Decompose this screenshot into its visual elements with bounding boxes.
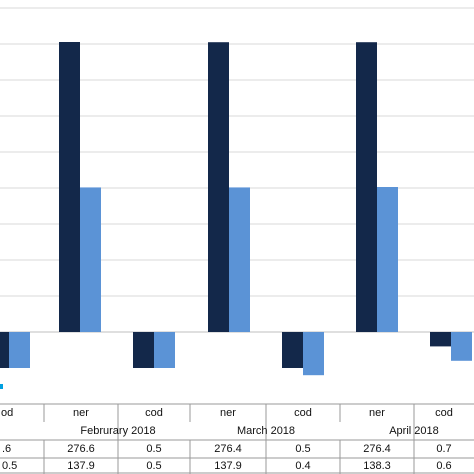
table-row1-cell: 276.6 [67, 443, 95, 455]
table-header-cell: ner [73, 407, 89, 419]
bar-s2-c3 [154, 332, 175, 368]
table-row1-cell: 276.4 [363, 443, 391, 455]
table-group-label: Februrary 2018 [80, 425, 155, 437]
bar-s1-c6 [356, 42, 377, 333]
bar-s1-c4 [208, 42, 229, 333]
table-header-cell: od [1, 407, 13, 419]
table-row2-cell: 137.9 [67, 460, 95, 472]
table-row1-cell: 0.7 [436, 443, 451, 455]
bar-s1-c1 [0, 332, 9, 368]
table-row2-cell: 0.6 [436, 460, 451, 472]
bar-s2-c7 [451, 332, 472, 361]
table-header-cell: ner [220, 407, 236, 419]
bar-s1-c5 [282, 332, 303, 368]
bar-s2-c2 [80, 187, 101, 332]
table-header-cell: cod [145, 407, 163, 419]
bar-s1-c7 [430, 332, 451, 347]
table-row1-cell: 0.5 [146, 443, 161, 455]
table-header-cell: ner [369, 407, 385, 419]
table-row2-cell: 137.9 [214, 460, 242, 472]
bar-s2-c5 [303, 332, 324, 376]
bar-s2-c4 [229, 187, 250, 332]
table-header-cell: cod [294, 407, 312, 419]
table-row1-cell: .6 [2, 443, 11, 455]
table-row2-cell: 138.3 [363, 460, 391, 472]
bar-s1-c3 [133, 332, 154, 368]
table-group-label: March 2018 [237, 425, 295, 437]
bar-s2-c6 [377, 187, 398, 332]
table-row2-cell: 0.5 [146, 460, 161, 472]
table-row1-cell: 0.5 [295, 443, 310, 455]
table-group-label: April 2018 [389, 425, 439, 437]
table-row2-cell: 0.5 [2, 460, 17, 472]
table-header-cell: cod [435, 407, 453, 419]
bar-s2-c1 [9, 332, 30, 368]
table-row1-cell: 276.4 [214, 443, 242, 455]
bar-s1-c2 [59, 42, 80, 332]
table-row2-cell: 0.4 [295, 460, 310, 472]
legend-key-partial [0, 384, 3, 389]
